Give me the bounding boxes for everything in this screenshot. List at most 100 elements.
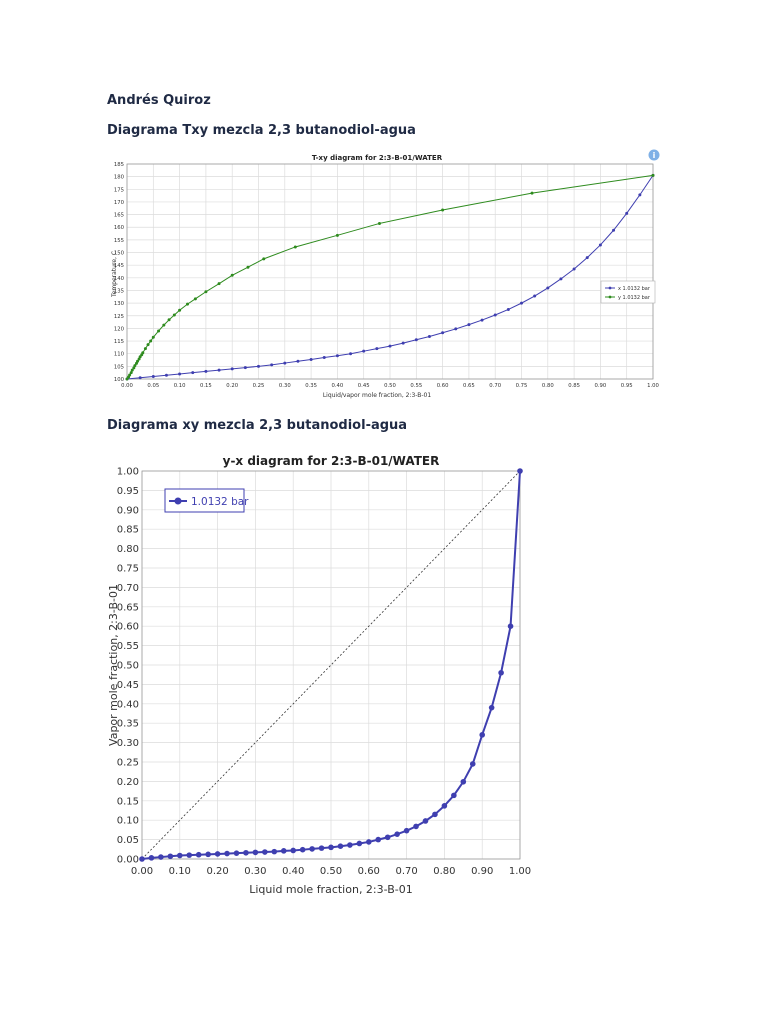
data-point bbox=[599, 243, 602, 246]
txy-chart: T-xy diagram for 2:3-B-01/WATER i 0.00 0.… bbox=[107, 148, 663, 404]
data-point bbox=[246, 266, 249, 269]
data-point bbox=[441, 331, 444, 334]
data-point bbox=[178, 309, 181, 312]
data-point bbox=[415, 338, 418, 341]
data-point bbox=[205, 852, 211, 858]
info-icon[interactable]: i bbox=[649, 150, 660, 161]
y-tick-label: 0.00 bbox=[117, 855, 139, 866]
data-point bbox=[451, 793, 457, 799]
data-point bbox=[186, 303, 189, 306]
x-tick-label: 0.60 bbox=[437, 383, 449, 389]
data-point bbox=[194, 297, 197, 300]
data-point bbox=[157, 329, 160, 332]
y-tick-label: 0.30 bbox=[117, 738, 139, 749]
data-point bbox=[253, 850, 259, 856]
y-tick-label: 105 bbox=[114, 364, 124, 370]
data-point bbox=[508, 623, 514, 629]
data-point bbox=[196, 852, 202, 858]
x-tick-label: 0.40 bbox=[332, 383, 344, 389]
data-point bbox=[234, 850, 240, 856]
data-point bbox=[215, 851, 221, 857]
data-point bbox=[231, 274, 234, 277]
y-tick-label: 0.25 bbox=[117, 758, 139, 769]
data-point bbox=[612, 229, 615, 232]
data-point bbox=[243, 850, 249, 856]
x-tick-label: 0.35 bbox=[305, 383, 317, 389]
data-point bbox=[204, 370, 207, 373]
x-tick-label: 0.80 bbox=[433, 866, 455, 877]
y-tick-label: 0.40 bbox=[117, 699, 139, 710]
x-tick-label: 0.00 bbox=[121, 383, 133, 389]
x-tick-label: 0.70 bbox=[395, 866, 417, 877]
txy-title: T-xy diagram for 2:3-B-01/WATER bbox=[312, 154, 443, 162]
data-point bbox=[300, 847, 306, 853]
x-tick-label: 0.65 bbox=[463, 383, 475, 389]
data-point bbox=[177, 853, 183, 859]
y-tick-label: 185 bbox=[114, 162, 124, 168]
data-point bbox=[257, 365, 260, 368]
y-tick-label: 0.50 bbox=[117, 661, 139, 672]
data-point bbox=[186, 852, 192, 858]
data-point bbox=[144, 347, 147, 350]
x-tick-label: 0.85 bbox=[568, 383, 580, 389]
data-point bbox=[336, 354, 339, 357]
data-point bbox=[441, 209, 444, 212]
txy-ylabel: Temperature, C bbox=[111, 251, 118, 298]
data-point bbox=[638, 193, 641, 196]
x-tick-label: 0.10 bbox=[169, 866, 191, 877]
y-tick-label: 110 bbox=[114, 352, 125, 358]
x-tick-label: 1.00 bbox=[509, 866, 531, 877]
data-point bbox=[442, 803, 448, 809]
x-tick-label: 0.05 bbox=[147, 383, 159, 389]
data-point bbox=[385, 834, 391, 840]
y-tick-label: 0.95 bbox=[117, 486, 139, 497]
data-point bbox=[296, 360, 299, 363]
data-point bbox=[310, 358, 313, 361]
data-point bbox=[389, 345, 392, 348]
data-point bbox=[244, 366, 247, 369]
data-point bbox=[559, 277, 562, 280]
y-tick-label: 0.70 bbox=[117, 583, 139, 594]
heading-txy: Diagrama Txy mezcla 2,3 butanodiol-agua bbox=[107, 123, 416, 138]
y-tick-label: 115 bbox=[114, 339, 124, 345]
y-tick-label: 0.65 bbox=[117, 602, 139, 613]
svg-text:i: i bbox=[653, 151, 656, 160]
txy-legend: x 1.0132 bar y 1.0132 bar bbox=[601, 281, 655, 303]
data-point bbox=[625, 212, 628, 215]
data-point bbox=[319, 845, 325, 851]
txy-legend-x: x 1.0132 bar bbox=[618, 286, 651, 292]
yx-chart: y-x diagram for 2:3-B-01/WATER 0.00 0.10 0… bbox=[107, 446, 547, 906]
data-point bbox=[432, 812, 438, 818]
data-point bbox=[375, 837, 381, 843]
data-point bbox=[283, 362, 286, 365]
data-point bbox=[533, 295, 536, 298]
y-tick-label: 1.00 bbox=[117, 467, 139, 478]
data-point bbox=[270, 363, 273, 366]
x-tick-label: 0.60 bbox=[358, 866, 380, 877]
x-tick-label: 0.10 bbox=[174, 383, 186, 389]
y-tick-label: 0.15 bbox=[117, 796, 139, 807]
data-point bbox=[139, 376, 142, 379]
yx-legend: 1.0132 bar bbox=[165, 489, 249, 512]
data-point bbox=[290, 848, 296, 854]
x-tick-label: 0.20 bbox=[226, 383, 238, 389]
yx-legend-label: 1.0132 bar bbox=[191, 496, 249, 508]
x-tick-label: 0.80 bbox=[542, 383, 554, 389]
data-point bbox=[347, 842, 353, 848]
x-tick-label: 0.95 bbox=[621, 383, 633, 389]
x-tick-label: 0.55 bbox=[410, 383, 422, 389]
data-point bbox=[498, 670, 504, 676]
data-point bbox=[152, 375, 155, 378]
y-tick-label: 0.10 bbox=[117, 816, 139, 827]
data-point bbox=[467, 323, 470, 326]
yx-xlabel: Liquid mole fraction, 2:3-B-01 bbox=[249, 883, 412, 896]
y-tick-label: 125 bbox=[114, 314, 124, 320]
data-point bbox=[231, 367, 234, 370]
y-tick-label: 100 bbox=[114, 377, 125, 383]
y-tick-label: 0.45 bbox=[117, 680, 139, 691]
x-tick-label: 1.00 bbox=[647, 383, 659, 389]
y-tick-label: 180 bbox=[114, 175, 125, 181]
txy-xlabel: Liquid/vapor mole fraction, 2:3-B-01 bbox=[323, 392, 432, 399]
data-point bbox=[402, 342, 405, 345]
x-tick-label: 0.20 bbox=[206, 866, 228, 877]
